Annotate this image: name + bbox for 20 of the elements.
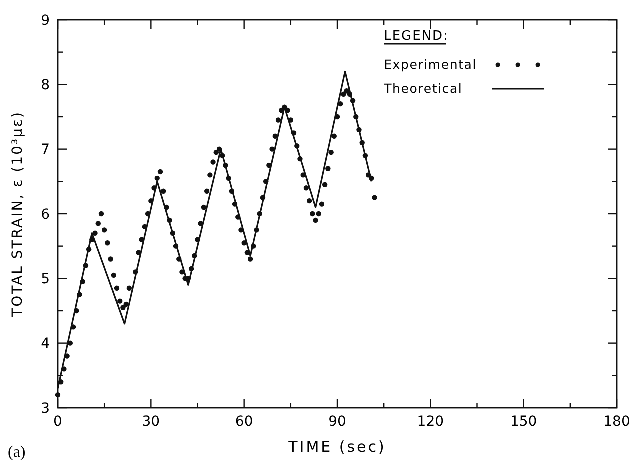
x-tick-label: 180 — [604, 414, 630, 430]
x-tick-label: 90 — [328, 414, 346, 430]
text: (a) — [8, 444, 26, 461]
y-tick-label: 5 — [41, 272, 50, 288]
x-tick-label: 150 — [510, 414, 538, 430]
y-tick-label: 3 — [41, 400, 50, 417]
y-tick-label: 4 — [41, 336, 50, 352]
x-tick-label: 0 — [54, 414, 62, 430]
y-tick-label: 9 — [41, 12, 50, 29]
y-tick-label: 6 — [41, 206, 50, 223]
x-tick-label: 120 — [417, 414, 444, 430]
y-tick-label: 8 — [41, 78, 50, 94]
x-axis-title: TIME (sec) — [288, 438, 386, 456]
y-axis-title: TOTAL STRAIN, ε (10³με) — [10, 111, 26, 318]
x-tick-label: 30 — [142, 414, 160, 430]
legend-title: LEGEND: — [384, 29, 449, 44]
y-tick-label: 7 — [41, 142, 50, 158]
legend-label: Theoretical — [383, 81, 463, 96]
legend-label: Experimental — [384, 57, 478, 72]
x-tick-label: 60 — [235, 414, 254, 430]
